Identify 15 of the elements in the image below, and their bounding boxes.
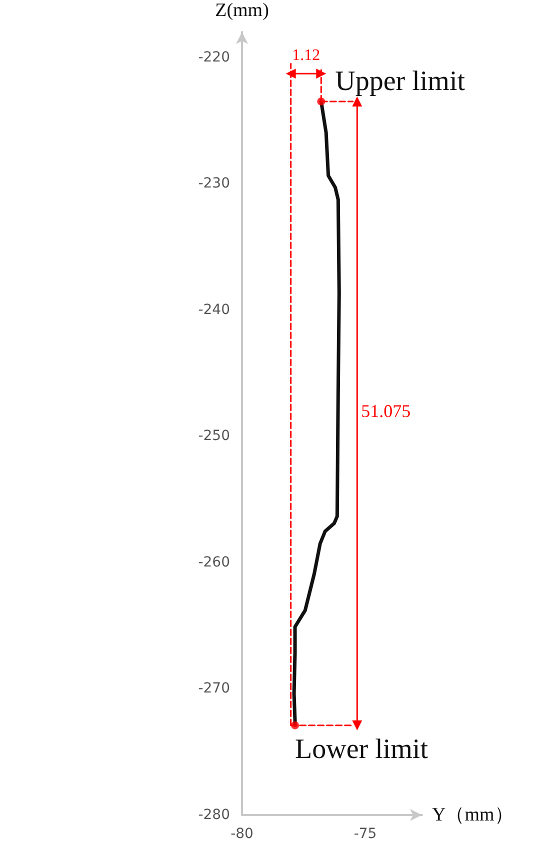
x-axis-title: Y（mm） bbox=[432, 804, 514, 826]
y-tick-label: -280 bbox=[198, 807, 230, 823]
y-axis-title: Z(mm) bbox=[215, 0, 269, 21]
annotation: Upper limit bbox=[335, 66, 466, 97]
x-tick-label: -75 bbox=[354, 826, 377, 842]
annotation: 51.075 bbox=[361, 400, 411, 421]
annotation: 1.12 bbox=[292, 47, 320, 64]
y-tick-label: -260 bbox=[198, 554, 230, 570]
annotation: Lower limit bbox=[295, 734, 428, 765]
x-tick-label: -80 bbox=[230, 826, 254, 842]
y-tick-label: -250 bbox=[198, 428, 230, 444]
y-tick-label: -240 bbox=[198, 302, 230, 318]
y-tick-label: -230 bbox=[198, 176, 230, 192]
y-tick-label: -270 bbox=[198, 680, 230, 697]
y-tick-label: -220 bbox=[198, 49, 230, 66]
